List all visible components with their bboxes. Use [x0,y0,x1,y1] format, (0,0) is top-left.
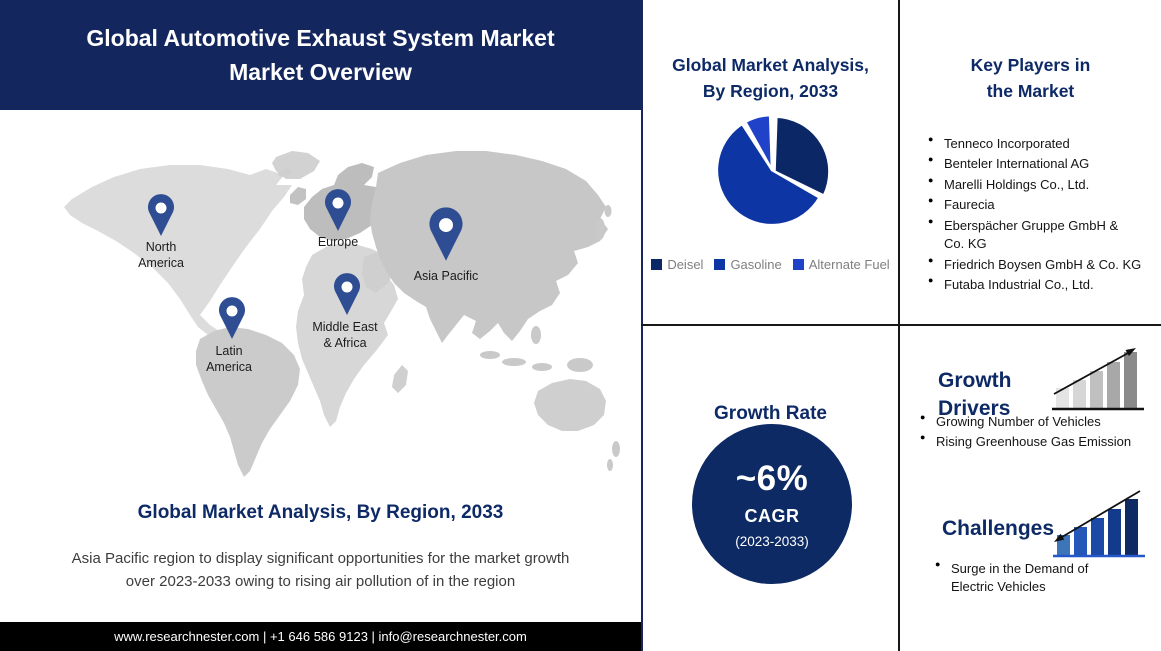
map-section-description: Asia Pacific region to display significa… [71,550,570,591]
growth-rate-title: Growth Rate [714,403,827,424]
pie-section-title: Global Market Analysis, By Region, 2033 [672,54,869,101]
map-pin-europe-icon [325,189,351,231]
map-label-asia-pacific: Asia Pacific [413,269,479,283]
continent-asia [370,151,608,343]
legend-item-deisel: Deisel [651,257,703,272]
key-players-title: Key Players in the Market [970,54,1091,101]
fuel-type-pie-chart [715,113,831,227]
island-japan-north [604,205,612,217]
key-player-item: Faurecia [928,194,1146,214]
world-map-continents [64,151,620,477]
key-player-item: Benteler International AG [928,153,1146,173]
challenge-item: Surge in the Demand of Electric Vehicles [935,558,1157,597]
pie-slice-gasoline [715,122,821,227]
pie-slice-deisel [773,115,831,197]
map-label-europe: Europe [317,235,359,249]
island-indonesia-1 [480,351,500,359]
pie-legend: Deisel Gasoline Alternate Fuel [641,257,900,272]
map-label-middle-east-africa: Middle East & Africa [312,320,378,350]
legend-swatch-gasoline-icon [714,259,726,270]
growth-rate-badge: ~6% CAGR (2023-2033) [692,424,852,584]
legend-swatch-deisel-icon [651,259,663,270]
map-pin-middle-east-africa-icon [334,273,360,315]
key-player-item: Marelli Holdings Co., Ltd. [928,174,1146,194]
legend-label-gasoline: Gasoline [730,257,782,272]
map-pin-latin-america-icon [219,297,245,339]
continent-south-america [196,327,300,477]
continent-australia [534,379,606,431]
key-players-list: Tenneco Incorporated Benteler Internatio… [928,133,1146,297]
island-uk [290,187,306,205]
island-new-guinea [567,358,593,372]
key-player-item: Futaba Industrial Co., Ltd. [928,274,1146,294]
growth-driver-item: Growing Number of Vehicles [920,411,1158,431]
map-section-heading: Global Market Analysis, By Region, 2033 [137,501,504,523]
island-new-zealand-1 [612,441,620,457]
world-map: North America Europe Asia Pacific Middle… [28,143,620,481]
island-japan [595,218,605,240]
page-title: Global Automotive Exhaust System Market … [86,24,555,86]
island-indonesia-2 [502,358,526,366]
map-pin-north-america-icon [148,194,174,236]
island-philippines [531,326,541,344]
footer-contact-text: www.researchnester.com | +1 646 586 9123… [114,629,527,644]
pie-slice-alternate-fuel [744,113,774,172]
challenges-list: Surge in the Demand of Electric Vehicles [935,558,1157,599]
growth-drivers-bars-icon [1052,348,1144,411]
growth-rate-metric: CAGR [744,506,800,526]
growth-driver-item: Rising Greenhouse Gas Emission [920,431,1158,451]
page-title-banner: Global Automotive Exhaust System Market … [0,0,641,110]
island-indonesia-3 [532,363,552,371]
map-label-north-america: North America [138,240,184,270]
map-label-latin-america: Latin America [206,344,252,374]
key-player-item: Tenneco Incorporated [928,133,1146,153]
map-pin-asia-pacific-icon [429,207,463,261]
island-iceland [278,168,293,178]
continent-north-america [64,165,292,355]
legend-swatch-alternate-fuel-icon [792,259,804,270]
challenges-bars-icon [1053,490,1145,558]
footer-bar: www.researchnester.com | +1 646 586 9123… [0,622,641,651]
growth-drivers-list: Growing Number of Vehicles Rising Greenh… [920,411,1158,454]
divider-horizontal [641,324,1161,326]
key-player-item: Eberspächer Gruppe GmbH & Co. KG [928,215,1146,254]
legend-label-alternate-fuel: Alternate Fuel [808,257,890,272]
key-player-item: Friedrich Boysen GmbH & Co. KG [928,254,1146,274]
challenges-title: Challenges [942,517,1055,540]
growth-rate-value: ~6% [735,459,809,498]
legend-item-gasoline: Gasoline [714,257,782,272]
island-new-zealand-2 [607,459,613,471]
legend-item-alternate-fuel: Alternate Fuel [792,257,890,272]
legend-label-deisel: Deisel [667,257,704,272]
island-madagascar [392,365,408,393]
growth-rate-period: (2023-2033) [735,534,809,549]
